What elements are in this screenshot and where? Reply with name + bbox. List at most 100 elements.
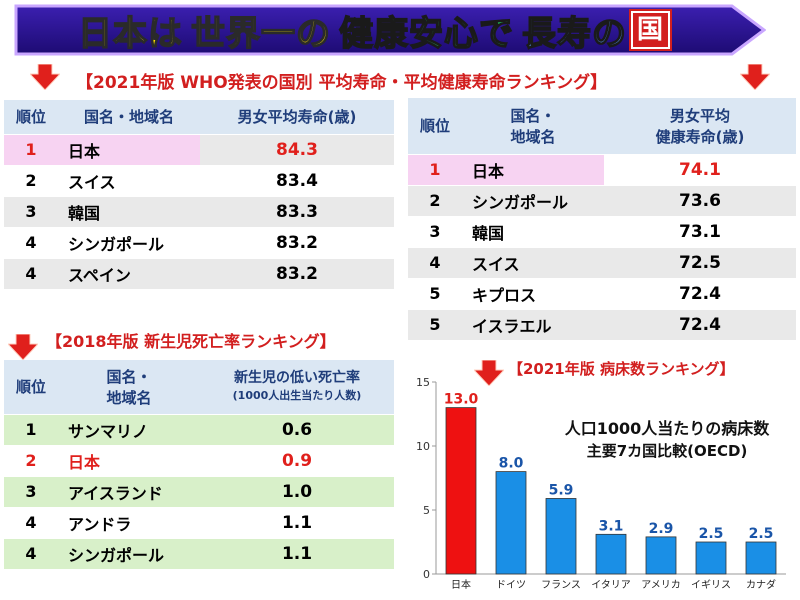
x-tick-label: イギリス (691, 579, 731, 591)
country-cell: 韓国 (58, 196, 200, 228)
country-cell: 日本 (58, 134, 200, 166)
country-cell: 韓国 (462, 216, 604, 248)
table-row: 4 シンガポール 1.1 (4, 538, 394, 570)
rank-cell: 1 (408, 154, 462, 186)
value-cell: 1.1 (200, 507, 394, 539)
life-expectancy-table: 順位 国名・地域名 男女平均寿命(歳) 1 日本 84.3 2 スイス 83.4… (4, 100, 394, 290)
col-header-mortality: 新生児の低い死亡率 (1000人出生当たり人数) (200, 360, 394, 415)
country-cell: シンガポール (58, 538, 200, 570)
y-tick-label: 0 (423, 568, 430, 581)
bar-value-label: 3.1 (599, 518, 624, 534)
country-cell: アンドラ (58, 507, 200, 539)
country-cell: スイス (58, 165, 200, 197)
table-row: 1 日本 84.3 (4, 134, 394, 166)
bar-value-label: 5.9 (549, 482, 574, 498)
table-row: 3 韓国 83.3 (4, 196, 394, 228)
table-row: 4 スイス 72.5 (408, 247, 796, 279)
rank-cell: 4 (4, 538, 58, 570)
table-row: 1 サンマリノ 0.6 (4, 414, 394, 446)
table-row: 3 アイスランド 1.0 (4, 476, 394, 508)
banner-arrow-shape (14, 4, 766, 56)
value-cell: 1.1 (200, 538, 394, 570)
table-row: 4 スペイン 83.2 (4, 258, 394, 290)
arrow-down-icon (8, 334, 38, 360)
y-tick-label: 15 (416, 376, 430, 389)
value-cell: 72.4 (604, 309, 796, 341)
neonatal-mortality-table: 順位 国名・ 地域名 新生児の低い死亡率 (1000人出生当たり人数) 1 サン… (4, 360, 394, 570)
banner-kuni-badge: 国 (628, 9, 673, 51)
bar (595, 533, 627, 575)
rank-cell: 4 (408, 247, 462, 279)
table-row: 4 シンガポール 83.2 (4, 227, 394, 259)
rank-cell: 5 (408, 278, 462, 310)
banner-text-2: 世界一の (190, 13, 331, 55)
country-cell: 日本 (462, 154, 604, 186)
beds-ranking-heading: 【2021年版 病床数ランキング】 (508, 360, 735, 378)
arrow-down-icon (740, 64, 770, 90)
bar-value-label: 13.0 (444, 392, 479, 408)
banner-text-3: 健康安心で (338, 13, 514, 55)
bar (495, 471, 527, 575)
table-row: 2 日本 0.9 (4, 445, 394, 477)
bar-value-label: 8.0 (499, 456, 524, 472)
mortality-header-sub: (1000人出生当たり人数) (232, 388, 362, 402)
title-banner: 日本は 世界一の 健康安心で 長寿の 国 (14, 4, 766, 56)
x-tick-label: カナダ (746, 578, 776, 591)
country-cell: アイスランド (58, 476, 200, 508)
value-cell: 1.0 (200, 476, 394, 508)
bar (545, 498, 577, 575)
table-row: 3 韓国 73.1 (408, 216, 796, 248)
y-tick-label: 10 (416, 440, 430, 453)
bar-chart-svg: 0 5 10 15 13.0 日本 8.0 ドイツ 5.9 フランス 3.1 イタリア 2.9 アメリカ… (416, 376, 786, 591)
rank-cell: 3 (4, 476, 58, 508)
value-cell: 83.2 (200, 258, 394, 290)
country-cell: 日本 (58, 445, 200, 477)
arrow-down-icon (30, 64, 60, 90)
rank-cell: 1 (4, 414, 58, 446)
table-row: 5 キプロス 72.4 (408, 278, 796, 310)
x-tick-label: イタリア (591, 579, 631, 591)
value-cell: 73.6 (604, 185, 796, 217)
value-cell: 72.5 (604, 247, 796, 279)
bar (695, 541, 727, 575)
col-header-rank: 順位 (4, 100, 58, 135)
value-cell: 72.4 (604, 278, 796, 310)
rank-cell: 3 (408, 216, 462, 248)
x-tick-label: ドイツ (496, 580, 526, 591)
rank-cell: 2 (4, 165, 58, 197)
value-cell: 0.6 (200, 414, 394, 446)
healthy-life-table: 順位 国名・ 地域名 男女平均 健康寿命(歳) 1 日本 74.1 2 シンガポ… (408, 98, 796, 341)
table-row: 1 日本 74.1 (408, 154, 796, 186)
mortality-header-main: 新生児の低い死亡率 (234, 369, 360, 386)
rank-cell: 1 (4, 134, 58, 166)
bar-value-label: 2.9 (649, 521, 674, 537)
country-cell: サンマリノ (58, 414, 200, 446)
bar (645, 536, 677, 575)
rank-cell: 4 (4, 227, 58, 259)
x-tick-label: フランス (541, 579, 581, 591)
value-cell: 74.1 (604, 154, 796, 186)
value-cell: 83.2 (200, 227, 394, 259)
table-row: 4 アンドラ 1.1 (4, 507, 394, 539)
col-header-country: 国名・ 地域名 (58, 360, 200, 415)
country-cell: スペイン (58, 258, 200, 290)
col-header-life: 男女平均寿命(歳) (200, 100, 394, 135)
col-header-country: 国名・ 地域名 (462, 98, 604, 155)
value-cell: 83.3 (200, 196, 394, 228)
bar-value-label: 2.5 (749, 526, 774, 542)
value-cell: 84.3 (200, 134, 394, 166)
col-header-country: 国名・地域名 (58, 100, 200, 135)
rank-cell: 2 (4, 445, 58, 477)
col-header-rank: 順位 (4, 360, 58, 415)
neonatal-ranking-heading: 【2018年版 新生児死亡率ランキング】 (46, 332, 336, 351)
bar-value-label: 2.5 (699, 526, 724, 542)
country-cell: イスラエル (462, 309, 604, 341)
table-row: 5 イスラエル 72.4 (408, 309, 796, 341)
x-tick-label: 日本 (451, 578, 471, 591)
bar (745, 541, 777, 575)
arrow-down-icon (474, 360, 504, 386)
rank-cell: 2 (408, 185, 462, 217)
country-cell: シンガポール (462, 185, 604, 217)
value-cell: 73.1 (604, 216, 796, 248)
rank-cell: 3 (4, 196, 58, 228)
